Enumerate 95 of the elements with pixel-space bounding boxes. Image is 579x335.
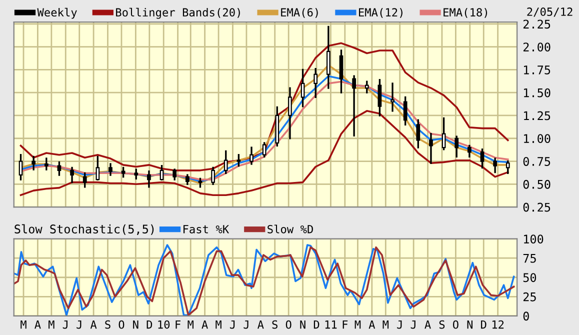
x-tick-label: D	[314, 320, 320, 329]
candlestick	[403, 96, 408, 126]
x-tick-label: J	[244, 320, 248, 329]
x-tick-label: A	[202, 320, 208, 329]
x-tick-label: A	[34, 320, 41, 329]
y-tick-label: 1.75	[524, 66, 550, 74]
candlestick	[339, 50, 344, 94]
candlestick	[44, 158, 48, 170]
candlestick	[352, 75, 356, 136]
x-tick-label: S	[272, 320, 278, 329]
x-tick-label: O	[118, 320, 124, 329]
legend-label: Weekly	[37, 8, 77, 19]
y-tick-label: 75	[523, 254, 536, 263]
candlestick	[378, 78, 382, 116]
x-tick-label: J	[76, 320, 82, 329]
y-tick-label: 1.25	[524, 111, 550, 120]
legend-label: Slow %D	[268, 224, 313, 234]
y-tick-label: 25	[523, 292, 536, 302]
x-tick-label: M	[188, 320, 194, 329]
y-tick-label: 50	[523, 273, 536, 282]
y-tick-label: 1.50	[524, 88, 550, 98]
y-tick-label: 0.25	[523, 202, 550, 212]
text: 2/05/12	[527, 8, 572, 17]
candlestick	[468, 144, 472, 158]
candlestick	[108, 163, 112, 176]
candlestick	[442, 117, 446, 150]
candlestick	[82, 172, 87, 188]
x-tick-label: D	[146, 320, 152, 329]
x-tick-label: 10	[158, 320, 170, 329]
x-tick-label: N	[467, 320, 472, 329]
x-tick-label: S	[439, 320, 445, 329]
x-tick-label: J	[62, 320, 68, 329]
x-tick-label: D	[481, 320, 486, 329]
x-tick-label: M	[354, 320, 361, 329]
x-tick-label: M	[48, 320, 54, 329]
candlestick	[57, 161, 62, 176]
x-tick-label: S	[105, 320, 110, 329]
candlestick	[250, 146, 254, 165]
x-tick-label: F	[342, 320, 348, 329]
candlestick	[211, 166, 215, 185]
x-tick-label: N	[133, 320, 138, 329]
y-tick-label: 2.25	[523, 20, 550, 29]
x-tick-label: J	[397, 320, 402, 329]
candlestick	[172, 168, 177, 180]
x-tick-label: A	[424, 320, 431, 329]
candlestick	[454, 136, 459, 158]
legend-label: EMA(12)	[359, 8, 402, 18]
x-tick-label: M	[216, 320, 222, 329]
candlestick	[390, 82, 394, 112]
x-tick-label: A	[90, 320, 97, 329]
x-tick-label: J	[230, 320, 235, 329]
x-tick-label: J	[410, 320, 416, 329]
line-series	[20, 110, 509, 196]
candlestick	[506, 160, 510, 174]
candlestick	[147, 170, 151, 188]
candlestick	[300, 68, 305, 108]
candlestick	[288, 87, 292, 140]
x-tick-label: 11	[325, 320, 337, 329]
x-tick-label: O	[452, 320, 458, 329]
y-tick-label: 100	[524, 234, 544, 244]
y-tick-label: 0	[523, 312, 529, 321]
candlestick	[134, 168, 138, 180]
y-tick-label: 2.00	[523, 42, 550, 52]
candlestick	[416, 119, 420, 148]
y-tick-label: 0.75	[523, 157, 550, 166]
candlestick	[224, 150, 228, 174]
candlestick	[160, 165, 164, 180]
candlestick	[314, 68, 318, 98]
candlestick	[480, 148, 484, 168]
candlestick	[96, 156, 100, 180]
y-tick-label: 1.00	[524, 134, 550, 144]
candlestick	[236, 154, 241, 167]
candlestick	[326, 26, 330, 89]
chart-title: Slow Stochastic(5,5)	[14, 224, 154, 235]
candlestick	[70, 166, 74, 184]
x-tick-label: 12	[492, 320, 504, 329]
legend-label: EMA(6)	[281, 8, 318, 18]
candlestick	[493, 158, 497, 174]
candlestick	[18, 154, 23, 180]
x-tick-label: O	[286, 320, 292, 329]
legend-label: EMA(18)	[444, 8, 488, 18]
x-tick-label: F	[176, 320, 180, 329]
x-tick-label: A	[368, 320, 376, 329]
x-tick-label: A	[258, 320, 264, 329]
candlestick	[185, 174, 190, 185]
candlestick	[32, 156, 36, 170]
legend-label: Bollinger Bands(20)	[116, 8, 240, 19]
candlestick	[364, 80, 369, 94]
x-tick-label: M	[20, 320, 26, 329]
candlestick	[262, 142, 266, 158]
legend-label: Fast %K	[184, 225, 230, 234]
candlestick	[429, 132, 433, 164]
x-tick-label: M	[382, 320, 389, 329]
y-tick-label: 0.50	[523, 180, 550, 189]
x-tick-label: N	[300, 320, 306, 329]
